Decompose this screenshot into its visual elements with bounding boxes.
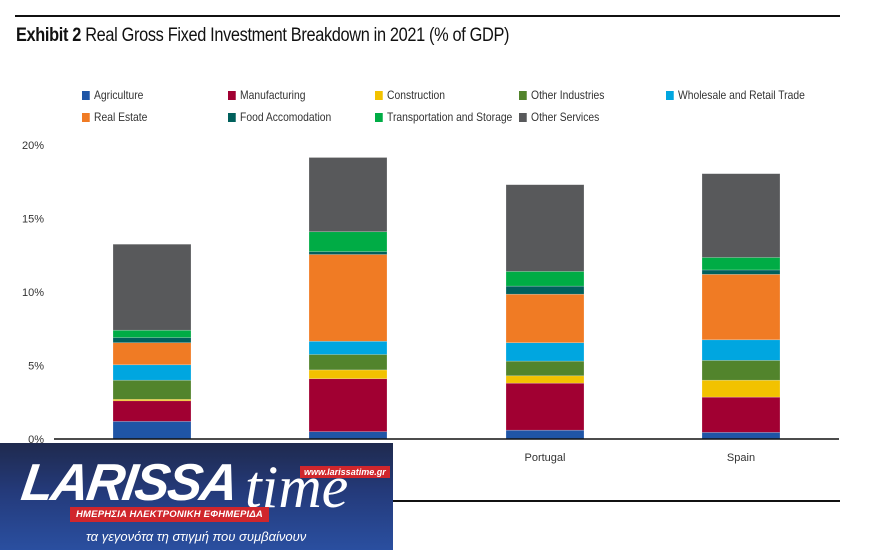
legend-item: Real Estate xyxy=(82,110,147,124)
legend-label: Agriculture xyxy=(94,88,144,102)
legend-item: Other Industries xyxy=(519,88,604,102)
legend-label: Real Estate xyxy=(94,110,148,124)
bottom-rule xyxy=(393,500,840,502)
bar-segment-construction xyxy=(701,379,781,398)
legend-swatch xyxy=(82,112,90,122)
bar-segment-other-industries xyxy=(505,360,585,377)
bar-stack xyxy=(701,173,781,440)
legend-label: Wholesale and Retail Trade xyxy=(678,88,805,102)
bar-segment-other-industries xyxy=(308,354,388,371)
bar-segment-manufacturing xyxy=(112,400,192,422)
chart-title: Exhibit 2 Real Gross Fixed Investment Br… xyxy=(16,25,509,47)
legend-label: Manufacturing xyxy=(240,88,306,102)
x-tick-label: Portugal xyxy=(525,452,566,464)
bar-segment-transportation-and-storage xyxy=(112,329,192,338)
y-tick-label: 5% xyxy=(28,361,44,373)
bar-segment-real-estate xyxy=(701,274,781,341)
bar-segment-construction xyxy=(308,369,388,380)
bar-segment-other-services xyxy=(701,173,781,258)
bar-segment-real-estate xyxy=(308,254,388,342)
bar-segment-real-estate xyxy=(112,342,192,366)
bar-stack xyxy=(505,184,585,440)
bar-stack xyxy=(308,157,388,440)
legend-swatch xyxy=(228,90,236,100)
logo-subtitle: ΗΜΕΡΗΣΙΑ ΗΛΕΚΤΡΟΝΙΚΗ ΕΦΗΜΕΡΙΔΑ xyxy=(70,507,269,522)
bar-segment-wholesale-and-retail-trade xyxy=(112,364,192,381)
legend-swatch xyxy=(519,90,527,100)
bar-segment-wholesale-and-retail-trade xyxy=(308,340,388,355)
bar-segment-other-industries xyxy=(701,360,781,381)
bar-segment-real-estate xyxy=(505,293,585,344)
bar-segment-other-services xyxy=(308,157,388,233)
x-tick-label: Spain xyxy=(727,452,755,464)
y-tick-label: 10% xyxy=(22,287,44,299)
legend-item: Construction xyxy=(375,88,445,102)
bar-segment-other-industries xyxy=(112,379,192,400)
legend-swatch xyxy=(666,90,674,100)
legend-label: Transportation and Storage xyxy=(387,110,513,124)
x-axis: Portugal Spain xyxy=(525,452,756,464)
bar-segment-agriculture xyxy=(505,429,585,440)
bar-segment-other-services xyxy=(505,184,585,272)
bar-stack xyxy=(112,243,192,440)
legend-label: Construction xyxy=(387,88,445,102)
exhibit-label: Exhibit 2 xyxy=(16,25,82,46)
bar-segment-agriculture xyxy=(308,431,388,440)
logo-tagline: τα γεγονότα τη στιγμή που συμβαίνουν xyxy=(86,529,307,544)
bar-segment-construction xyxy=(505,375,585,384)
bar-segment-wholesale-and-retail-trade xyxy=(505,342,585,362)
legend-label: Other Services xyxy=(531,110,600,124)
legend-swatch xyxy=(375,112,383,122)
bar-segment-manufacturing xyxy=(505,382,585,431)
y-axis: 0%5%10%15%20% xyxy=(22,140,44,446)
bar-segment-other-services xyxy=(112,243,192,331)
legend-item: Manufacturing xyxy=(228,88,305,102)
bar-segment-wholesale-and-retail-trade xyxy=(701,339,781,361)
legend-swatch xyxy=(519,112,527,122)
exhibit-title: Real Gross Fixed Investment Breakdown in… xyxy=(85,25,510,46)
bar-segment-agriculture xyxy=(112,421,192,440)
bar-segment-food-accomodation xyxy=(505,285,585,295)
legend-swatch xyxy=(375,90,383,100)
top-rule xyxy=(15,15,840,17)
legend-item: Transportation and Storage xyxy=(375,110,512,124)
bar-segment-food-accomodation xyxy=(701,269,781,275)
bar-segment-transportation-and-storage xyxy=(701,257,781,271)
bar-segment-manufacturing xyxy=(308,378,388,432)
bar-segment-manufacturing xyxy=(701,396,781,433)
bar-segment-transportation-and-storage xyxy=(505,271,585,287)
logo-url[interactable]: www.larissatime.gr xyxy=(300,466,390,478)
logo-brand: LARISSA xyxy=(17,454,241,512)
larissatime-logo-overlay[interactable]: LARISSA time www.larissatime.gr ΗΜΕΡΗΣΙΑ… xyxy=(0,443,393,550)
bar-segment-food-accomodation xyxy=(308,251,388,255)
legend-swatch xyxy=(228,112,236,122)
legend-swatch xyxy=(82,90,90,100)
legend-label: Food Accomodation xyxy=(240,110,332,124)
legend-item: Agriculture xyxy=(82,88,143,102)
legend-label: Other Industries xyxy=(531,88,605,102)
legend-item: Wholesale and Retail Trade xyxy=(666,88,805,102)
y-tick-label: 15% xyxy=(22,214,44,226)
bars xyxy=(112,157,781,440)
legend-item: Other Services xyxy=(519,110,599,124)
bar-segment-transportation-and-storage xyxy=(308,231,388,252)
y-tick-label: 20% xyxy=(22,140,44,152)
legend-item: Food Accomodation xyxy=(228,110,331,124)
bar-segment-agriculture xyxy=(701,432,781,440)
bar-segment-food-accomodation xyxy=(112,337,192,344)
